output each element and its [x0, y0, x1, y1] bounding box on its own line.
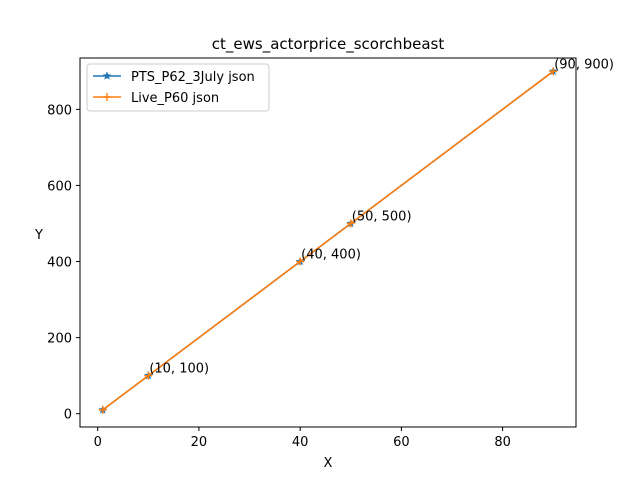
y-tick-label: 200: [47, 332, 72, 347]
chart-title: ct_ews_actorprice_scorchbeast: [212, 35, 445, 54]
x-tick-label: 40: [292, 435, 309, 450]
data-point: [98, 405, 107, 414]
series-line-1: [102, 70, 554, 411]
data-point: [144, 371, 153, 380]
legend-marker: [103, 93, 111, 101]
data-point: [346, 219, 355, 228]
legend-label: Live_P60 json: [131, 91, 219, 106]
plot-frame: [79, 57, 577, 428]
x-tick-label: 60: [393, 435, 410, 450]
data-label: (10, 100): [149, 362, 209, 377]
legend: PTS_P62_3July json Live_P60 json: [86, 63, 270, 112]
x-tick-label: 0: [94, 435, 102, 450]
legend-label: PTS_P62_3July json: [131, 70, 255, 85]
y-tick-label: 600: [47, 179, 72, 194]
legend-box: [86, 63, 270, 112]
legend-marker: [102, 71, 112, 80]
data-label: (90, 900): [554, 57, 614, 72]
x-axis-label: X: [324, 456, 333, 471]
y-tick-label: 400: [47, 256, 72, 271]
x-tick-label: 20: [191, 435, 208, 450]
y-axis-label: Y: [34, 228, 43, 243]
data-label: (50, 500): [352, 209, 412, 224]
y-tick-label: 0: [64, 408, 72, 423]
data-point: [296, 257, 305, 266]
data-label: (40, 400): [301, 248, 361, 263]
x-tick-label: 80: [494, 435, 511, 450]
y-tick-label: 800: [47, 103, 72, 118]
data-point: [549, 67, 558, 76]
